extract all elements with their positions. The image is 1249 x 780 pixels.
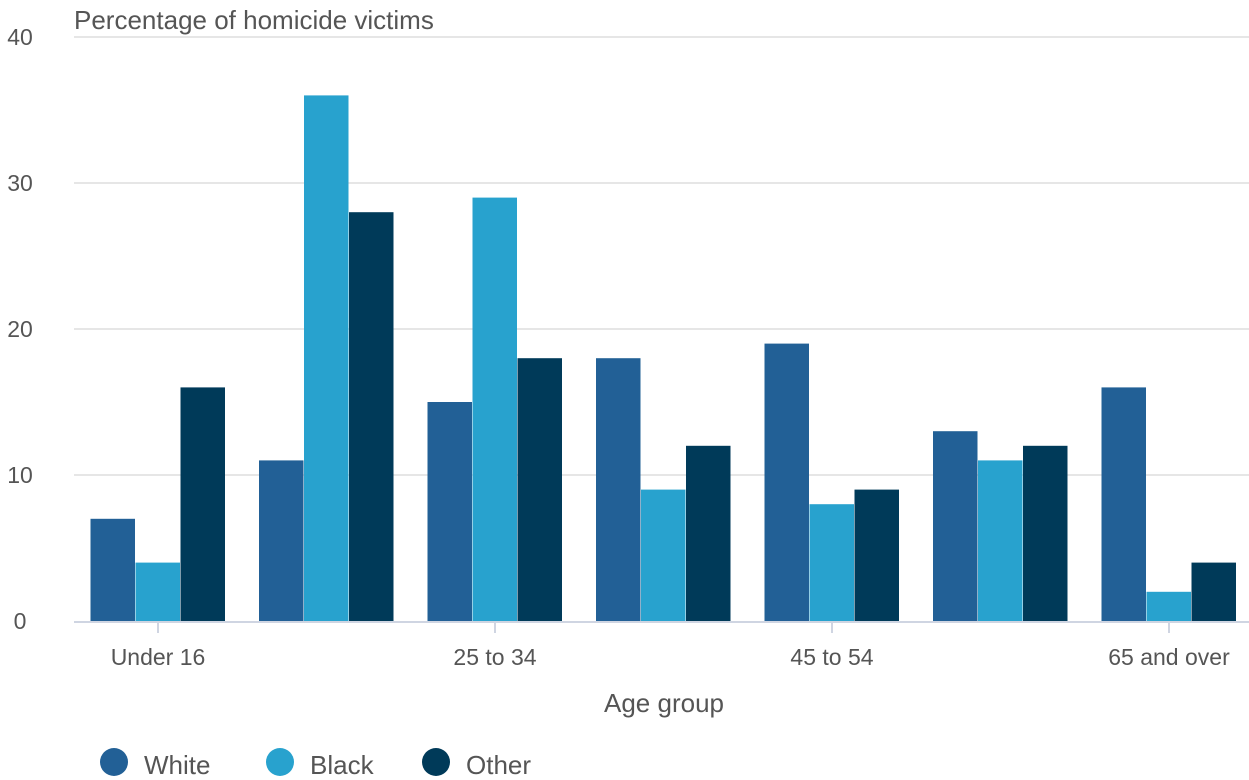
legend-swatch (100, 748, 128, 776)
bar-white-3 (596, 358, 641, 621)
bar-white-2 (427, 402, 472, 621)
bar-other-5 (1023, 445, 1068, 621)
legend-label: Other (466, 750, 531, 780)
x-axis: Under 16 25 to 34 45 to 54 65 and over (111, 622, 1230, 670)
gridlines (74, 36, 1249, 476)
x-axis-title: Age group (604, 688, 724, 718)
bar-white-5 (933, 431, 978, 621)
bar-white-6 (1101, 387, 1146, 621)
legend-label: White (144, 750, 210, 780)
bar-other-6 (1191, 562, 1236, 621)
y-tick-label: 0 (14, 608, 27, 634)
legend-item-other[interactable]: Other (422, 748, 531, 780)
bars (90, 95, 1236, 621)
bar-black-2 (472, 197, 517, 621)
bar-black-6 (1146, 591, 1191, 621)
x-tick-label: 45 to 54 (790, 644, 873, 670)
y-axis: 0 10 20 30 40 (7, 24, 33, 634)
legend-label: Black (310, 750, 375, 780)
x-tick-label: 25 to 34 (453, 644, 536, 670)
legend-swatch (422, 748, 450, 776)
bar-white-0 (90, 518, 135, 621)
legend: White Black Other (100, 748, 531, 780)
bar-black-4 (809, 504, 854, 621)
bar-black-1 (304, 95, 349, 621)
bar-black-3 (641, 489, 686, 621)
y-tick-label: 20 (7, 316, 33, 342)
y-axis-title: Percentage of homicide victims (74, 5, 434, 35)
bar-other-2 (517, 358, 562, 621)
legend-item-white[interactable]: White (100, 748, 210, 780)
bar-other-1 (349, 212, 394, 621)
bar-white-4 (764, 343, 809, 621)
bar-white-1 (259, 460, 304, 621)
x-tick-label: Under 16 (111, 644, 206, 670)
y-tick-label: 40 (7, 24, 33, 50)
y-tick-label: 10 (7, 462, 33, 488)
bar-other-3 (686, 445, 731, 621)
y-tick-label: 30 (7, 170, 33, 196)
bar-black-5 (978, 460, 1023, 621)
bar-other-4 (854, 489, 899, 621)
legend-item-black[interactable]: Black (266, 748, 375, 780)
bar-other-0 (180, 387, 225, 621)
legend-swatch (266, 748, 294, 776)
bar-black-0 (135, 562, 180, 621)
x-tick-label: 65 and over (1108, 644, 1230, 670)
